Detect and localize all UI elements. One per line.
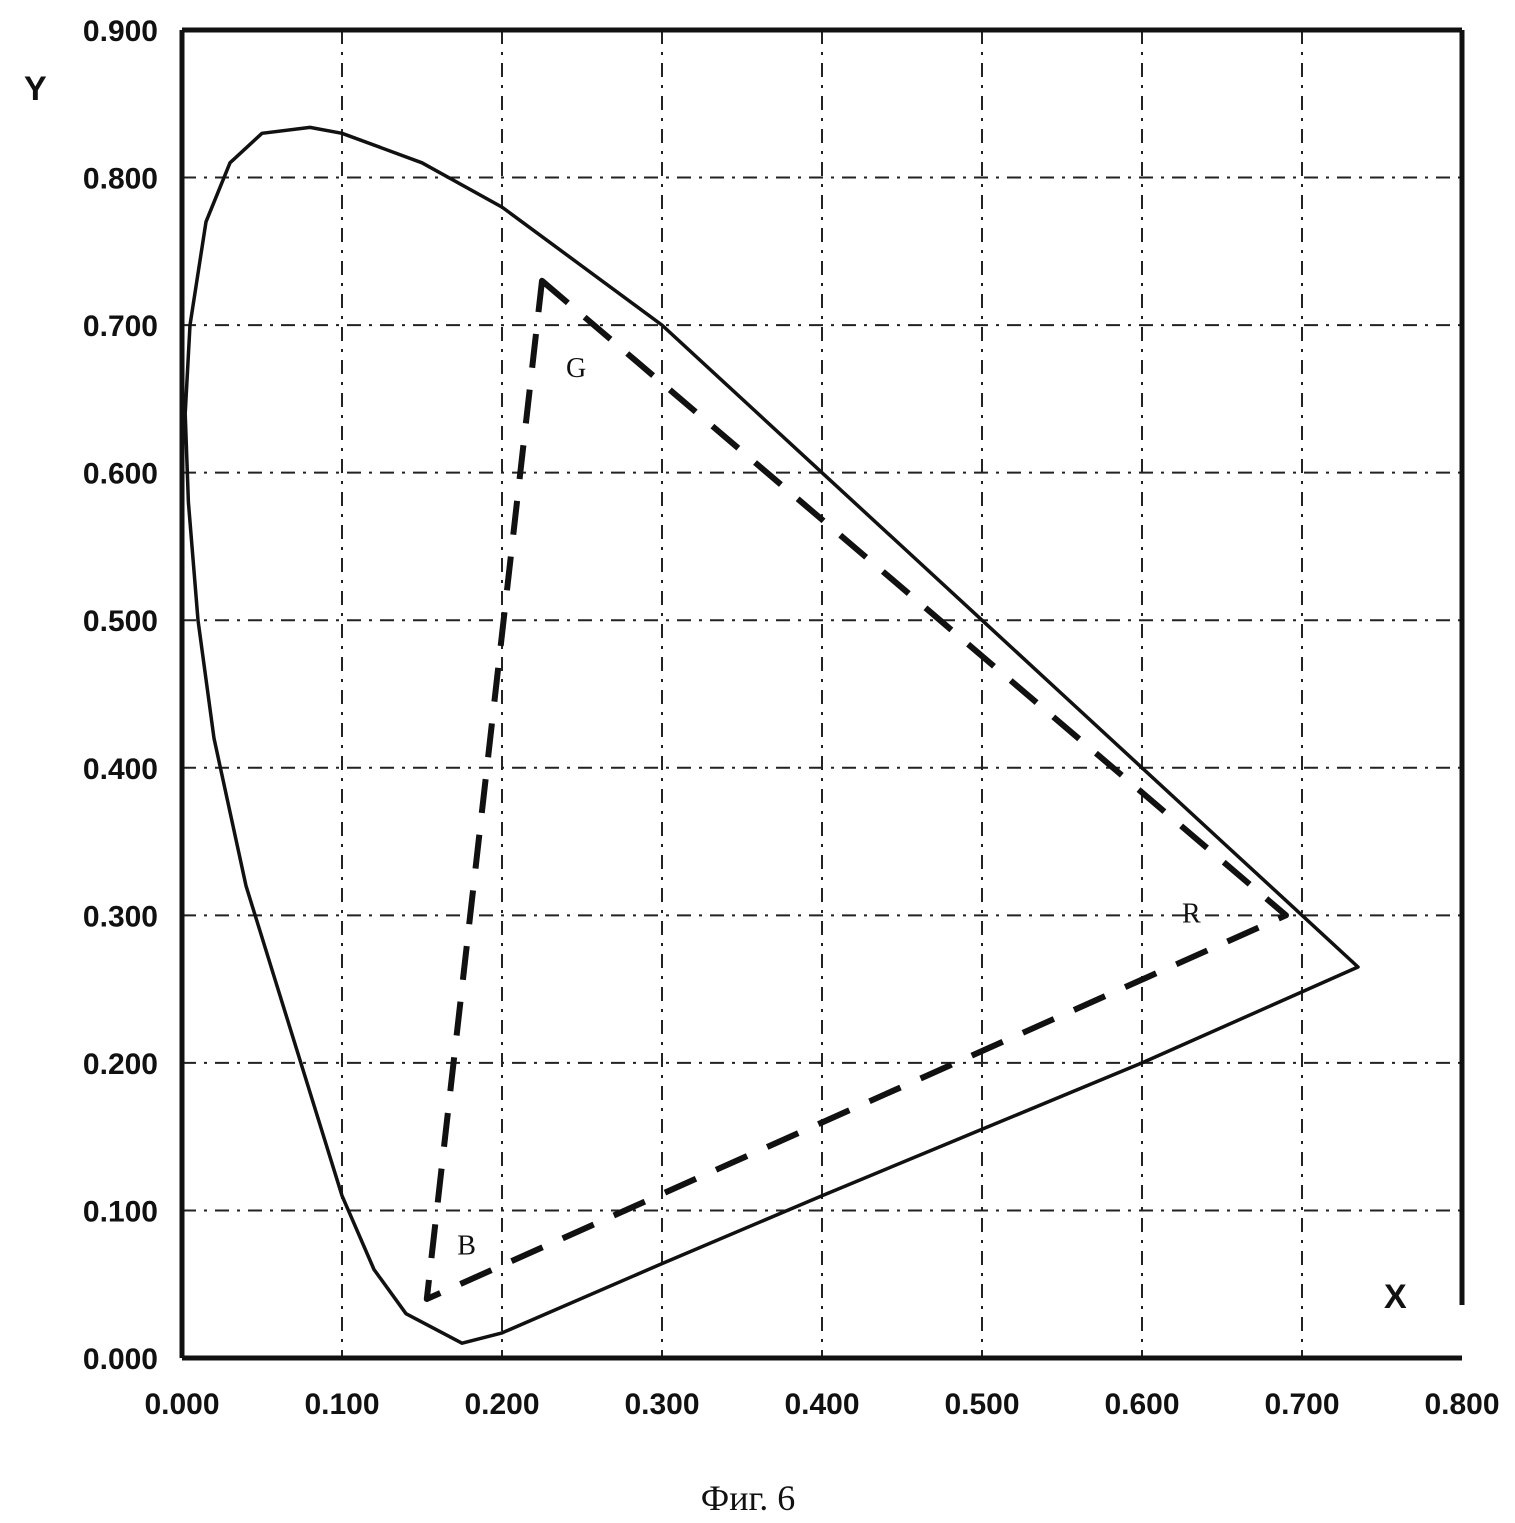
y-tick-label: 0.400 xyxy=(83,753,158,786)
y-axis-label: Y xyxy=(24,70,47,108)
x-tick-label: 0.500 xyxy=(944,1388,1019,1421)
x-tick-label: 0.000 xyxy=(144,1388,219,1421)
x-tick-labels: 0.000 0.100 0.200 0.300 0.400 0.500 0.600 0.700… xyxy=(144,1388,1499,1421)
x-tick-label: 0.800 xyxy=(1424,1388,1499,1421)
y-tick-label: 0.000 xyxy=(83,1343,158,1376)
y-tick-label: 0.300 xyxy=(83,900,158,933)
vertex-label: R xyxy=(1182,899,1201,930)
vertex-label: B xyxy=(457,1231,476,1262)
vertex-label: G xyxy=(566,353,586,384)
x-tick-label: 0.400 xyxy=(784,1388,859,1421)
y-tick-label: 0.200 xyxy=(83,1048,158,1081)
y-tick-label: 0.700 xyxy=(83,310,158,343)
x-tick-label: 0.600 xyxy=(1104,1388,1179,1421)
figure-caption: Фиг. 6 xyxy=(701,1478,795,1518)
y-tick-label: 0.800 xyxy=(83,163,158,196)
x-tick-label: 0.100 xyxy=(304,1388,379,1421)
y-tick-label: 0.900 xyxy=(83,15,158,48)
x-tick-label: 0.700 xyxy=(1264,1388,1339,1421)
x-tick-label: 0.200 xyxy=(464,1388,539,1421)
y-tick-label: 0.600 xyxy=(83,458,158,491)
y-tick-label: 0.500 xyxy=(83,605,158,638)
y-tick-label: 0.100 xyxy=(83,1195,158,1228)
x-tick-label: 0.300 xyxy=(624,1388,699,1421)
x-axis-label: X xyxy=(1384,1278,1407,1316)
